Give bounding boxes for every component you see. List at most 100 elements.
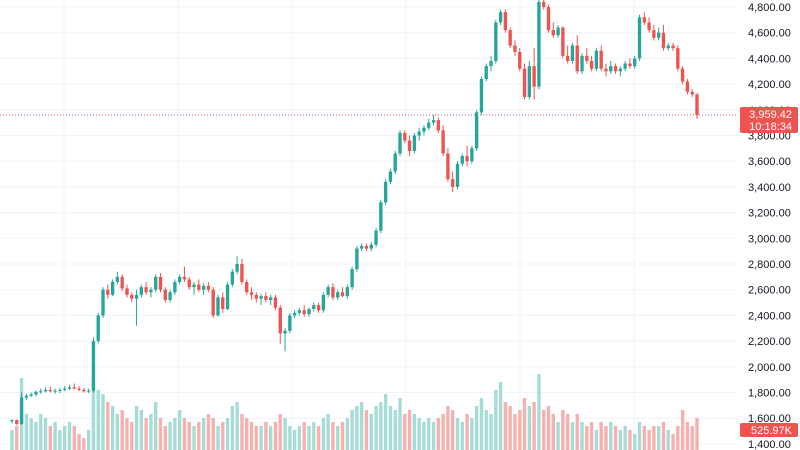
candle-body	[72, 387, 76, 389]
volume-bar	[58, 430, 62, 450]
volume-bar	[24, 414, 29, 450]
y-tick-label: 3,200.00	[748, 208, 791, 220]
candle	[149, 287, 153, 298]
candle-body	[599, 50, 603, 69]
candle	[460, 153, 464, 167]
volume-bar	[225, 418, 230, 450]
candle	[671, 42, 675, 51]
volume-bar	[537, 374, 541, 450]
candle-body	[34, 391, 38, 395]
candle	[594, 48, 599, 72]
candle	[331, 283, 335, 300]
volume-bar	[455, 418, 460, 450]
candle	[695, 93, 699, 119]
volume-bar	[599, 422, 603, 450]
candle	[58, 388, 62, 394]
volume-bar	[82, 438, 86, 450]
volume-bar	[336, 426, 340, 450]
candle-body	[585, 55, 589, 61]
y-tick-label: 2,800.00	[748, 259, 791, 271]
candle	[340, 287, 345, 298]
volume-bar	[695, 418, 699, 450]
candle	[446, 148, 450, 182]
candle-body	[537, 1, 541, 87]
candle-body	[661, 32, 666, 49]
candle-body	[10, 420, 14, 422]
candle	[412, 132, 417, 154]
volume-bar	[446, 406, 450, 450]
candle	[647, 17, 651, 33]
candle	[565, 45, 570, 64]
candle-body	[154, 276, 158, 290]
volume-bar	[661, 422, 666, 450]
candle-body	[690, 91, 694, 95]
volume-bar	[618, 430, 623, 450]
candle	[355, 246, 359, 272]
candle-body	[187, 279, 191, 288]
volume-bar	[259, 426, 263, 450]
volume-bar	[647, 430, 651, 450]
price-axis[interactable]: 4,800.004,600.004,400.004,200.004,000.00…	[738, 0, 800, 450]
candle-body	[82, 389, 86, 392]
candle	[115, 271, 120, 285]
volume-bar	[585, 426, 589, 450]
candle-body	[96, 315, 100, 342]
candle	[254, 292, 258, 303]
volume-bar	[518, 410, 522, 450]
candle-body	[618, 68, 623, 72]
volume-bar	[628, 430, 632, 450]
candle-body	[403, 132, 407, 141]
candle-body	[604, 68, 608, 72]
volume-bar	[331, 422, 335, 450]
volume-bar	[383, 394, 388, 450]
candle	[527, 60, 532, 100]
candle	[575, 35, 579, 74]
candle-body	[173, 281, 177, 293]
candle-body	[331, 287, 335, 298]
candle-body	[369, 244, 373, 249]
volume-bar	[106, 402, 110, 450]
y-tick-label: 4,600.00	[748, 28, 791, 40]
volume-bar	[326, 414, 330, 450]
candle	[86, 388, 91, 394]
candle	[67, 384, 72, 390]
candle-body	[393, 153, 397, 172]
candle-body	[24, 395, 29, 398]
volume-bar	[63, 426, 67, 450]
candle-body	[58, 389, 62, 391]
candle	[436, 117, 441, 133]
current-volume-value: 525.97K	[751, 425, 793, 437]
volume-bar	[431, 422, 436, 450]
candle	[407, 135, 412, 157]
candle-body	[336, 292, 340, 298]
candle	[479, 76, 484, 115]
candle-countdown: 10:18:34	[749, 121, 792, 133]
volume-bar	[158, 418, 163, 450]
candle-body	[316, 305, 321, 311]
volume-bar	[666, 430, 670, 450]
candle-body	[115, 276, 120, 282]
candle	[283, 328, 287, 352]
candle	[609, 60, 613, 74]
candle	[182, 266, 187, 282]
candle-body	[120, 276, 124, 289]
candle	[48, 386, 52, 393]
candle-body	[575, 45, 579, 72]
candle	[144, 281, 148, 295]
candle	[470, 145, 474, 164]
candle	[556, 24, 560, 38]
candle	[474, 109, 479, 151]
volume-bar	[245, 418, 249, 450]
volume-bar	[307, 426, 311, 450]
volume-bar	[29, 418, 33, 450]
candle-body	[77, 388, 81, 390]
candle-body	[451, 179, 455, 187]
candle	[139, 284, 144, 298]
volume-bar	[513, 414, 517, 450]
candle	[393, 150, 397, 175]
volume-bar	[527, 406, 532, 450]
candle-body	[254, 294, 258, 299]
candle-body	[609, 66, 613, 72]
